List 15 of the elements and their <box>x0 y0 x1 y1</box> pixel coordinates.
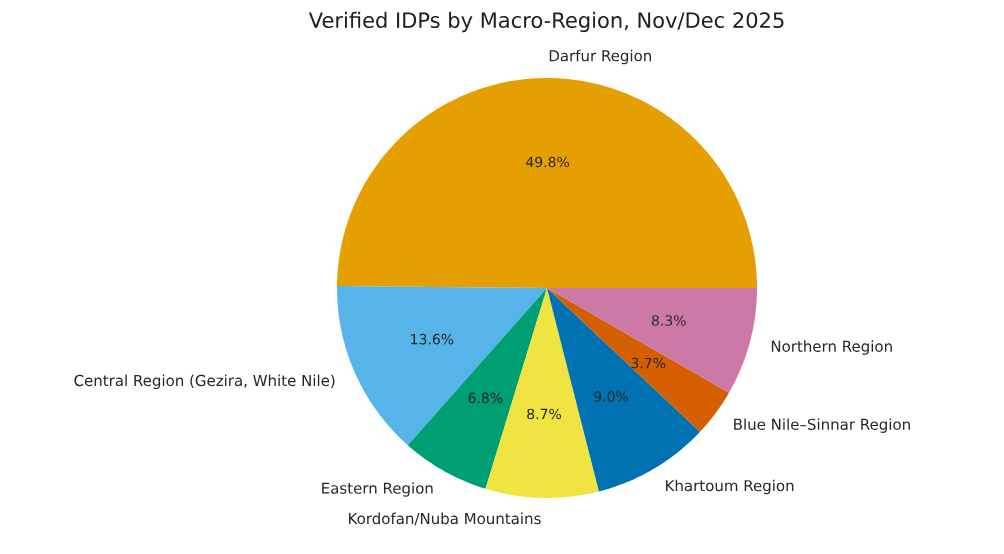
data-label: 8.7% <box>527 408 562 420</box>
slice-label: Blue Nile–Sinnar Region <box>734 418 910 433</box>
slice-label: Northern Region <box>771 340 892 355</box>
data-label: 13.6% <box>411 333 454 345</box>
chart-title: Verified IDPs by Macro-Region, Nov/Dec 2025 <box>308 11 784 33</box>
data-label: 6.8% <box>468 392 503 404</box>
slice-label: Central Region (Gezira, White Nile) <box>74 374 335 390</box>
data-label: 49.8% <box>526 156 570 168</box>
slice-label: Kordofan/Nuba Mountains <box>349 512 541 526</box>
slice-label: Khartoum Region <box>666 479 794 495</box>
data-label: 9.0% <box>594 391 629 402</box>
data-label: 3.7% <box>631 357 666 369</box>
slice-label: Darfur Region <box>549 49 652 65</box>
data-label: 8.3% <box>651 315 686 326</box>
slice-label: Eastern Region <box>322 482 433 497</box>
